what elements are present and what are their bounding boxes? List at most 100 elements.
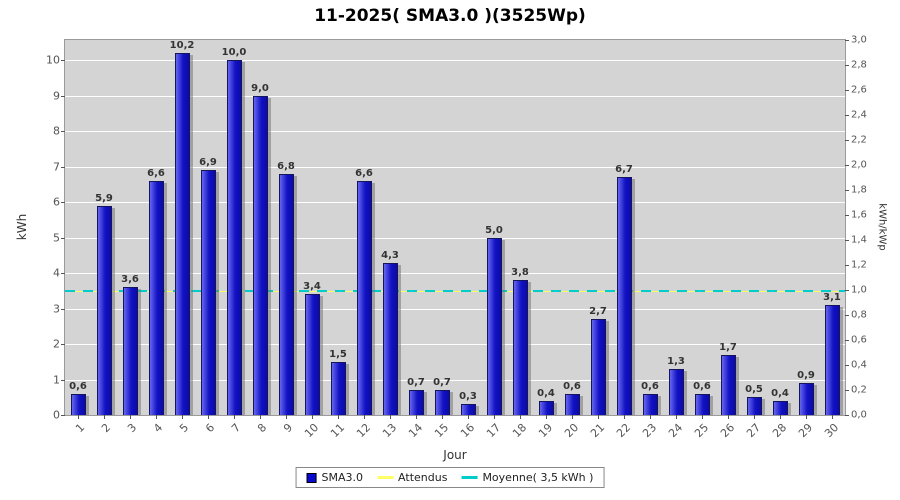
x-tick-label: 21 xyxy=(588,421,608,441)
bar-value-label: 6,7 xyxy=(615,164,633,176)
chart-title: 11-2025( SMA3.0 )(3525Wp) xyxy=(314,6,586,26)
x-tick-label: 30 xyxy=(822,421,842,441)
left-tick-label: 4 xyxy=(53,266,60,280)
bar-day-5 xyxy=(174,53,190,415)
tick-mark xyxy=(61,379,65,381)
bar-day-27 xyxy=(746,397,762,415)
bar-day-9 xyxy=(278,173,294,415)
bar-value-label: 0,6 xyxy=(693,380,711,392)
bar-value-label: 9,0 xyxy=(251,82,269,94)
right-tick-label: 1,6 xyxy=(851,209,867,221)
right-tick-label: 0,2 xyxy=(851,384,867,396)
gridline xyxy=(65,344,845,346)
bar-day-10 xyxy=(304,294,320,415)
x-tick-label: 13 xyxy=(380,421,400,441)
tick-mark xyxy=(61,415,65,416)
bar-value-label: 3,4 xyxy=(303,281,321,293)
tick-mark xyxy=(845,115,849,116)
left-tick-label: 8 xyxy=(53,124,60,138)
tick-mark xyxy=(234,415,235,419)
right-tick-label: 2,0 xyxy=(851,159,867,171)
tick-mark xyxy=(845,240,849,241)
tick-mark xyxy=(416,415,417,419)
moyenne-line xyxy=(65,290,845,292)
right-tick-label: 1,4 xyxy=(851,234,867,246)
bar-day-19 xyxy=(538,400,554,415)
bar-day-2 xyxy=(96,205,112,415)
tick-mark xyxy=(182,415,183,419)
left-tick-label: 10 xyxy=(46,53,60,67)
bar-day-3 xyxy=(122,287,138,415)
x-tick-label: 22 xyxy=(614,421,634,441)
tick-mark xyxy=(572,415,573,419)
tick-mark xyxy=(845,390,849,391)
bar-day-26 xyxy=(720,354,736,415)
tick-mark xyxy=(845,290,849,291)
x-tick-label: 12 xyxy=(354,421,374,441)
legend-line-marker xyxy=(461,476,478,479)
right-tick-label: 2,2 xyxy=(851,134,867,146)
left-tick-label: 3 xyxy=(53,302,60,316)
right-tick-label: 0,6 xyxy=(851,334,867,346)
x-tick-label: 11 xyxy=(328,421,348,441)
tick-mark xyxy=(61,237,65,239)
bar-day-15 xyxy=(434,390,450,415)
legend-square-marker xyxy=(306,472,317,483)
left-tick-label: 7 xyxy=(53,160,60,174)
bar-day-28 xyxy=(772,400,788,415)
bar-value-label: 0,9 xyxy=(797,370,815,382)
bar-value-label: 4,3 xyxy=(381,249,399,261)
x-tick-label: 20 xyxy=(562,421,582,441)
gridline xyxy=(65,166,845,168)
bar-day-13 xyxy=(382,262,398,415)
bar-value-label: 1,7 xyxy=(719,341,737,353)
x-tick-label: 1 xyxy=(73,421,88,436)
tick-mark xyxy=(845,365,849,366)
tick-mark xyxy=(61,344,65,346)
legend-label: SMA3.0 xyxy=(321,471,364,484)
tick-mark xyxy=(754,415,755,419)
right-tick-label: 0,0 xyxy=(851,409,867,421)
left-tick-label: 2 xyxy=(53,337,60,351)
bar-value-label: 0,6 xyxy=(563,380,581,392)
bar-value-label: 10,0 xyxy=(221,47,247,59)
tick-mark xyxy=(61,131,65,133)
tick-mark xyxy=(364,415,365,419)
bar-value-label: 0,5 xyxy=(745,384,763,396)
x-axis-title: Jour xyxy=(443,448,467,462)
tick-mark xyxy=(546,415,547,419)
bar-day-22 xyxy=(616,177,632,415)
left-tick-label: 9 xyxy=(53,89,60,103)
x-tick-label: 5 xyxy=(177,421,192,436)
bar-value-label: 3,6 xyxy=(121,274,139,286)
tick-mark xyxy=(61,202,65,204)
right-tick-label: 2,6 xyxy=(851,84,867,96)
left-axis-title: kWh xyxy=(15,213,29,241)
right-tick-label: 2,8 xyxy=(851,59,867,71)
tick-mark xyxy=(390,415,391,419)
tick-mark xyxy=(845,215,849,216)
bar-day-11 xyxy=(330,361,346,415)
left-tick-label: 5 xyxy=(53,231,60,245)
x-tick-label: 2 xyxy=(99,421,114,436)
tick-mark xyxy=(845,265,849,266)
bar-day-16 xyxy=(460,404,476,415)
x-tick-label: 3 xyxy=(125,421,140,436)
right-tick-label: 0,8 xyxy=(851,309,867,321)
bar-day-8 xyxy=(252,95,268,415)
bar-day-25 xyxy=(694,393,710,415)
tick-mark xyxy=(468,415,469,419)
bar-value-label: 2,7 xyxy=(589,306,607,318)
bar-day-18 xyxy=(512,280,528,415)
tick-mark xyxy=(806,415,807,419)
tick-mark xyxy=(650,415,651,419)
tick-mark xyxy=(338,415,339,419)
right-tick-label: 0,4 xyxy=(851,359,867,371)
left-tick-label: 0 xyxy=(53,408,60,422)
tick-mark xyxy=(845,65,849,66)
x-tick-label: 6 xyxy=(203,421,218,436)
bar-day-12 xyxy=(356,180,372,415)
bar-value-label: 6,9 xyxy=(199,157,217,169)
tick-mark xyxy=(845,40,849,41)
tick-mark xyxy=(520,415,521,419)
